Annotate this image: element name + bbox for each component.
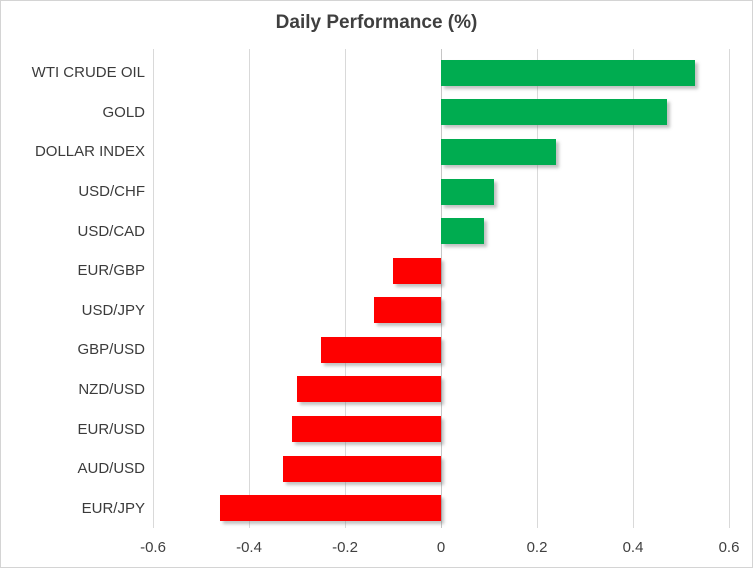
category-label: NZD/USD — [78, 380, 145, 398]
x-tick-label: -0.4 — [236, 539, 262, 556]
x-tick-label: 0.2 — [526, 539, 548, 556]
category-label: WTI CRUDE OIL — [31, 64, 145, 82]
gridline — [248, 49, 250, 528]
gridline — [344, 49, 346, 528]
category-label: AUD/USD — [77, 460, 145, 478]
x-tick-label: -0.2 — [332, 539, 358, 556]
gridline — [632, 49, 634, 528]
x-tick-label: 0.6 — [718, 539, 740, 556]
bar-eur-usd — [292, 416, 441, 443]
category-label: EUR/USD — [77, 420, 145, 438]
x-tick-label: 0.4 — [622, 539, 644, 556]
bar-nzd-usd — [297, 376, 441, 403]
category-label: USD/JPY — [81, 301, 145, 319]
bar-eur-jpy — [220, 495, 441, 522]
gridline — [536, 49, 538, 528]
category-label: EUR/GBP — [77, 262, 145, 280]
bar-eur-gbp — [393, 257, 441, 284]
bar-usd-cad — [441, 218, 485, 245]
category-label: USD/CAD — [77, 222, 145, 240]
category-axis: WTI CRUDE OIL GOLD DOLLAR INDEX USD/CHF USD/… — [1, 53, 145, 528]
zero-axis-line — [440, 49, 442, 528]
bar-wti-crude-oil — [441, 59, 696, 86]
bar-dollar-index — [441, 138, 557, 165]
bar-usd-chf — [441, 178, 494, 205]
category-label: DOLLAR INDEX — [34, 143, 145, 161]
chart-title: Daily Performance (%) — [275, 12, 478, 33]
category-label: EUR/JPY — [81, 499, 145, 517]
bar-gold — [441, 99, 667, 126]
bar-gbp-usd — [321, 336, 441, 363]
bar-aud-usd — [282, 455, 441, 482]
plot-area — [152, 49, 730, 528]
gridline — [728, 49, 730, 528]
category-label: USD/CHF — [78, 183, 145, 201]
x-tick-label: -0.6 — [140, 539, 166, 556]
category-label: GBP/USD — [77, 341, 145, 359]
value-axis: -0.6 -0.4 -0.2 0 0.2 0.4 0.6 — [140, 539, 739, 559]
gridline — [152, 49, 154, 528]
bar-usd-jpy — [373, 297, 441, 324]
category-label: GOLD — [102, 103, 145, 121]
x-tick-label: 0 — [436, 539, 446, 556]
